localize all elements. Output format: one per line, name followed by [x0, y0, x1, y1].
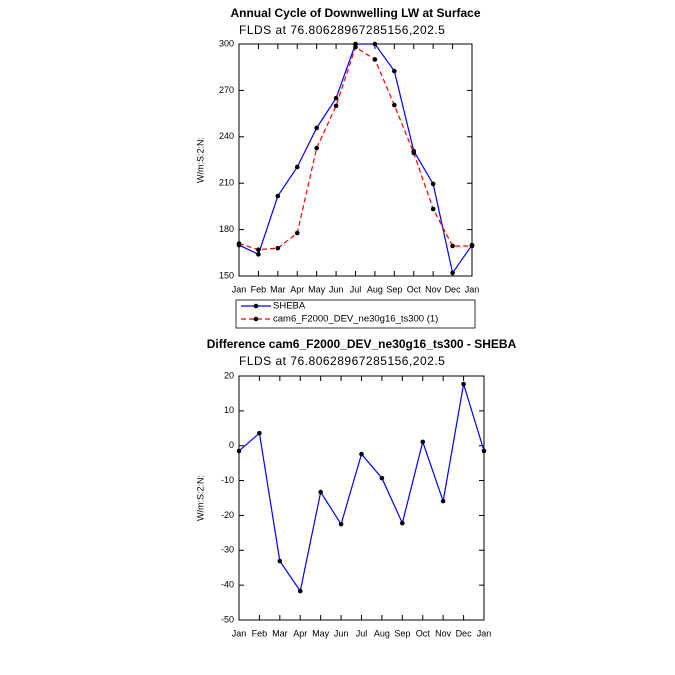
data-point [275, 193, 281, 199]
y-tick-label: 10 [224, 405, 234, 415]
x-tick-label: Mar [270, 284, 286, 294]
y-tick-label: 300 [219, 38, 234, 48]
data-point [372, 41, 378, 47]
chart-title: Annual Cycle of Downwelling LW at Surfac… [230, 6, 480, 20]
data-point [236, 448, 242, 454]
x-tick-label: Jan [465, 284, 480, 294]
legend-box [235, 299, 476, 329]
x-tick-label: Dec [456, 628, 473, 638]
x-tick-label: Feb [252, 628, 268, 638]
x-tick-label: Dec [445, 284, 462, 294]
chart-subtitle: FLDS at 76.80628967285156,202.5 [239, 354, 445, 368]
data-point [411, 150, 417, 156]
legend-marker [253, 303, 259, 309]
x-tick-label: Jul [356, 628, 368, 638]
x-tick-label: Mar [272, 628, 288, 638]
x-tick-label: Nov [425, 284, 442, 294]
y-tick-label: 270 [219, 85, 234, 95]
data-point [338, 521, 344, 527]
data-point [277, 558, 283, 564]
data-point [461, 381, 466, 387]
data-point [420, 439, 426, 445]
y-tick-label: 150 [219, 270, 234, 280]
legend-marker [253, 316, 259, 322]
x-tick-label: Feb [251, 284, 267, 294]
data-point [294, 164, 300, 170]
data-point [450, 243, 455, 249]
data-point [256, 247, 261, 253]
y-tick-label: 210 [219, 178, 234, 188]
x-tick-label: Jan [232, 628, 247, 638]
data-point [372, 57, 378, 62]
data-point [392, 68, 397, 74]
x-tick-label: Jun [329, 284, 344, 294]
y-tick-label: 240 [219, 131, 234, 141]
x-tick-label: Jun [334, 628, 349, 638]
data-point [400, 520, 405, 526]
data-point [359, 451, 364, 457]
data-point [392, 102, 397, 108]
x-tick-label: Apr [290, 284, 304, 294]
data-point [450, 270, 455, 276]
x-tick-label: Apr [293, 628, 307, 638]
data-point [353, 44, 358, 50]
x-tick-label: Jul [350, 284, 362, 294]
legend-label: cam6_F2000_DEV_ne30g16_ts300 (1) [273, 314, 438, 325]
y-tick-label: -40 [221, 580, 234, 590]
data-point [318, 489, 323, 495]
y-axis-label: W/m:S:2:N: [195, 137, 205, 183]
x-tick-label: Oct [416, 628, 431, 638]
data-point [430, 206, 436, 212]
data-point [379, 475, 385, 481]
data-point [333, 103, 339, 109]
data-point [314, 145, 319, 151]
y-tick-label: -50 [221, 614, 234, 624]
y-tick-label: 180 [219, 224, 234, 234]
series-line [238, 43, 473, 275]
plot-frame [238, 43, 473, 277]
x-tick-label: Aug [374, 628, 390, 638]
plot-frame [238, 375, 485, 621]
x-tick-label: Jan [232, 284, 247, 294]
data-point [481, 448, 487, 454]
y-axis-label: W/m:S:2:N: [195, 475, 205, 521]
legend-label: SHEBA [273, 301, 306, 312]
chart-subtitle: FLDS at 76.80628967285156,202.5 [239, 23, 445, 37]
y-tick-label: -20 [221, 510, 234, 520]
series-line [238, 46, 472, 251]
data-point [440, 498, 446, 504]
chart-title: Difference cam6_F2000_DEV_ne30g16_ts300 … [207, 337, 517, 351]
data-point [294, 230, 300, 236]
x-tick-label: May [312, 628, 330, 638]
x-tick-label: Jan [477, 628, 492, 638]
x-tick-label: Sep [386, 284, 402, 294]
x-tick-label: Oct [407, 284, 422, 294]
x-tick-label: May [308, 284, 326, 294]
data-point [469, 243, 475, 249]
y-tick-label: 0 [229, 440, 234, 450]
data-point [256, 252, 261, 257]
x-tick-label: Nov [435, 628, 452, 638]
x-tick-label: Aug [367, 284, 383, 294]
y-tick-label: -10 [221, 475, 234, 485]
y-tick-label: 20 [224, 370, 234, 380]
data-point [257, 430, 262, 436]
data-point [333, 95, 339, 101]
data-point [430, 181, 436, 187]
data-point [314, 125, 319, 131]
series-line [238, 383, 485, 593]
data-point [236, 241, 242, 246]
data-point [275, 245, 281, 251]
x-tick-label: Sep [394, 628, 410, 638]
data-point [297, 588, 303, 594]
y-tick-label: -30 [221, 545, 234, 555]
